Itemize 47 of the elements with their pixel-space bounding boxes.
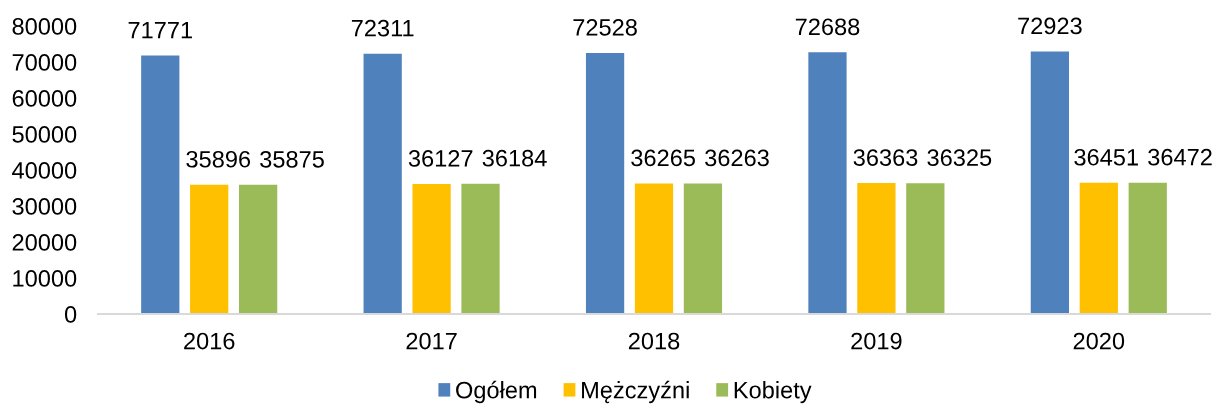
bar (363, 53, 402, 314)
bar (906, 183, 945, 314)
legend-label: Kobiety (734, 381, 812, 404)
legend-label: Mężczyźni (582, 380, 689, 404)
data-label: 72688 (795, 18, 860, 36)
data-label: 35896 (186, 150, 251, 168)
bar (857, 183, 896, 314)
y-tick-label: 50000 (12, 126, 77, 143)
bar (634, 183, 674, 314)
data-label: 36127 (408, 150, 473, 167)
x-tick-label: 2017 (406, 332, 457, 350)
bar (190, 184, 229, 314)
bar (1030, 51, 1069, 314)
data-label: 72923 (1018, 17, 1082, 35)
data-label: 36363 (853, 149, 918, 166)
y-tick-label: 80000 (12, 18, 77, 35)
bar (461, 183, 500, 314)
bar (1128, 182, 1167, 314)
data-label: 35875 (260, 150, 324, 168)
data-label: 36263 (705, 149, 769, 167)
bar (239, 184, 278, 314)
data-label: 36184 (482, 149, 547, 167)
bar (412, 183, 451, 314)
y-tick-label: 10000 (13, 270, 77, 287)
y-tick-label: 60000 (12, 90, 77, 107)
bar (1079, 182, 1118, 314)
legend-label: Ogółem (456, 380, 537, 404)
bar (141, 55, 180, 314)
y-tick-label: 70000 (12, 54, 77, 71)
y-tick-label: 40000 (12, 162, 77, 179)
bar (585, 52, 625, 314)
y-tick-label: 20000 (12, 234, 77, 251)
bar (808, 52, 847, 314)
data-label: 36265 (631, 149, 695, 167)
y-tick-label: 30000 (12, 198, 77, 215)
data-label: 36472 (1148, 148, 1212, 166)
data-label: 36451 (1074, 148, 1138, 166)
x-tick-label: 2020 (1073, 332, 1125, 350)
y-tick-label: 0 (64, 306, 77, 323)
data-label: 72528 (573, 19, 637, 36)
x-tick-label: 2018 (628, 332, 680, 350)
bar (683, 183, 723, 314)
x-tick-label: 2016 (184, 332, 235, 350)
data-label: 36325 (927, 149, 992, 167)
data-label: 72311 (351, 19, 414, 37)
x-tick-label: 2019 (851, 332, 902, 350)
data-label: 71771 (128, 21, 192, 39)
